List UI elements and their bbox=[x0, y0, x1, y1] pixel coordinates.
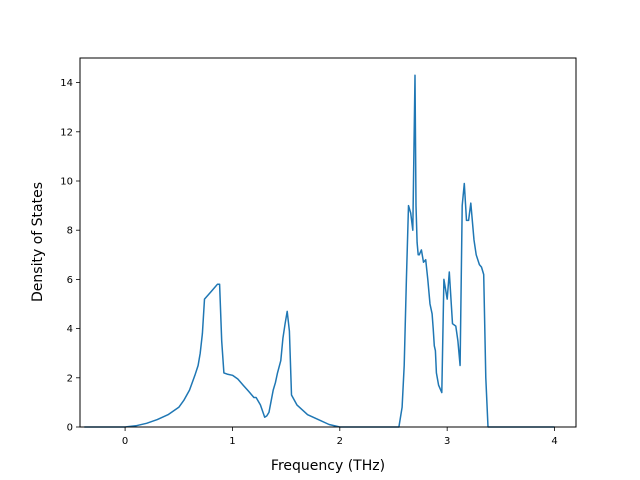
plot-frame bbox=[79, 57, 577, 428]
x-tick-label: 4 bbox=[551, 436, 557, 447]
y-tick-label: 2 bbox=[67, 373, 73, 384]
x-tick-label: 0 bbox=[122, 436, 128, 447]
x-tick-label: 2 bbox=[337, 436, 343, 447]
y-tick-label: 0 bbox=[67, 423, 73, 434]
x-tick-label: 3 bbox=[444, 436, 450, 447]
y-tick-label: 14 bbox=[60, 78, 73, 89]
y-tick-label: 4 bbox=[67, 324, 73, 335]
x-axis-label: Frequency (THz) bbox=[271, 458, 385, 474]
x-axis-ticks: 0 1 2 3 4 bbox=[122, 427, 558, 447]
y-tick-label: 8 bbox=[67, 226, 73, 237]
y-tick-label: 10 bbox=[60, 177, 73, 188]
dos-series-line bbox=[84, 74, 555, 428]
y-axis-label: Density of States bbox=[30, 182, 46, 302]
y-tick-label: 12 bbox=[60, 127, 73, 138]
y-tick-label: 6 bbox=[67, 275, 73, 286]
y-axis-ticks: 0 2 4 6 8 10 12 14 bbox=[60, 78, 80, 434]
series-line-group bbox=[84, 74, 555, 428]
x-tick-label: 1 bbox=[229, 436, 235, 447]
